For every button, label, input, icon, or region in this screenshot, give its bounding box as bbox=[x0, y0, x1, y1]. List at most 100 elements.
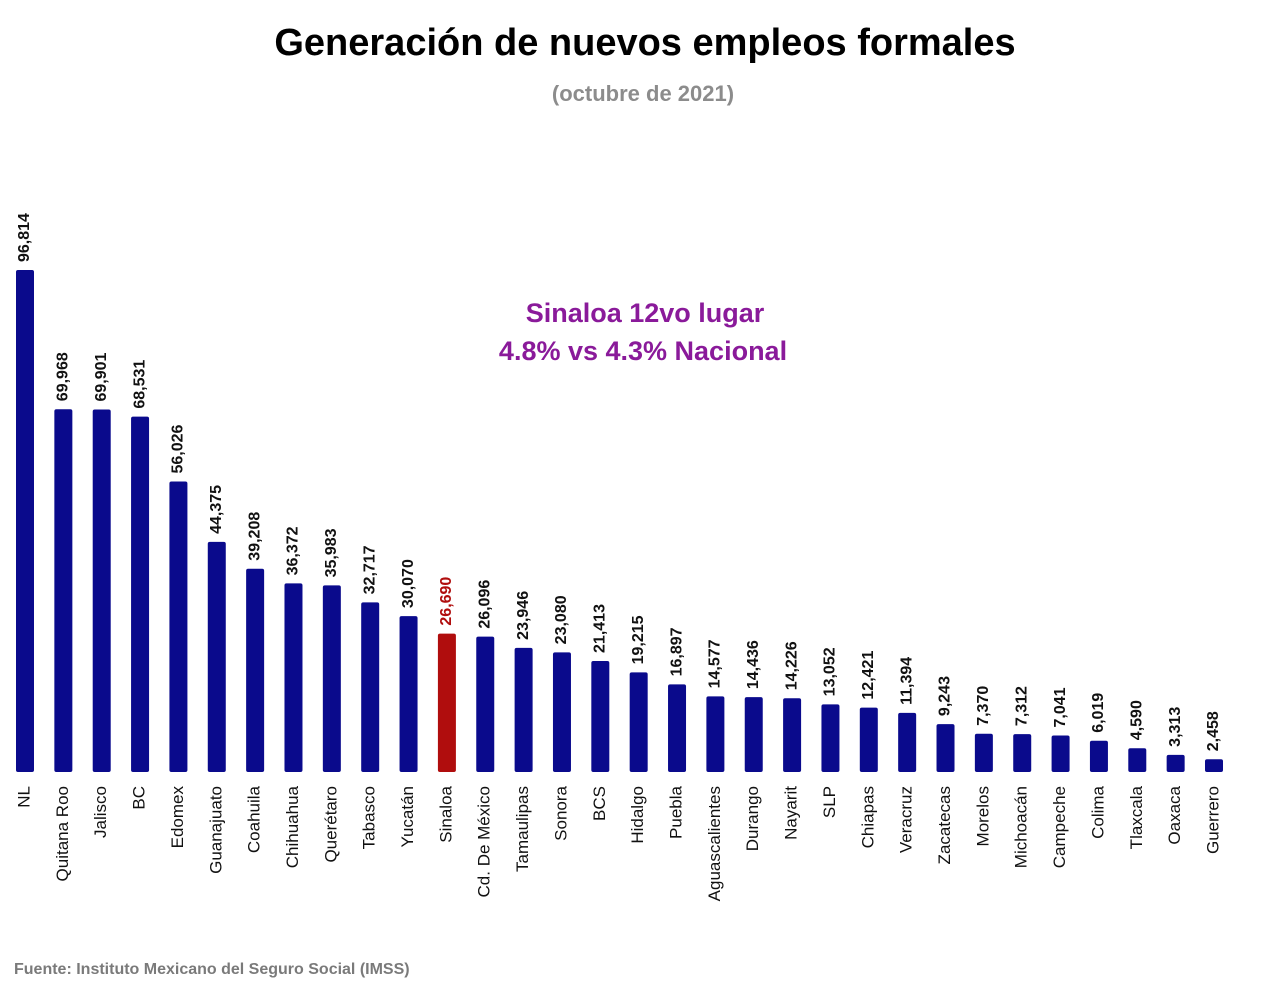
value-label: 26,690 bbox=[438, 577, 455, 626]
x-tick-label: Coahuila bbox=[245, 785, 264, 853]
x-tick-label: Nayarit bbox=[782, 786, 801, 840]
chart-subtitle: (octubre de 2021) bbox=[552, 81, 734, 106]
value-label: 23,946 bbox=[515, 591, 532, 640]
bar bbox=[629, 672, 648, 772]
bar bbox=[476, 636, 495, 772]
value-label: 23,080 bbox=[553, 595, 570, 644]
bar bbox=[514, 647, 533, 772]
x-tick-label: Tlaxcala bbox=[1127, 785, 1146, 849]
x-tick-label: Tabasco bbox=[360, 786, 379, 849]
bar bbox=[821, 704, 840, 772]
bar bbox=[54, 409, 73, 772]
x-tick-label: Aguascalientes bbox=[705, 786, 724, 901]
x-tick-label: Hidalgo bbox=[628, 786, 647, 844]
x-tick-label: Colima bbox=[1088, 785, 1107, 838]
x-tick-label: Guanajuato bbox=[206, 786, 225, 874]
value-label: 2,458 bbox=[1205, 711, 1222, 751]
x-tick-label: Chiapas bbox=[858, 786, 877, 848]
value-label: 56,026 bbox=[170, 424, 187, 473]
bar bbox=[437, 633, 456, 772]
x-tick-label: Tamaulipas bbox=[513, 786, 532, 872]
value-label: 30,070 bbox=[400, 559, 417, 608]
bar bbox=[1051, 735, 1070, 772]
bar bbox=[936, 724, 955, 772]
value-label: 69,901 bbox=[93, 353, 110, 402]
x-tick-label: BCS bbox=[590, 786, 609, 821]
x-tick-label: Sonora bbox=[551, 785, 570, 840]
x-tick-label: Michoacán bbox=[1012, 786, 1031, 868]
value-label: 7,312 bbox=[1013, 686, 1030, 726]
x-tick-label: Veracruz bbox=[897, 786, 916, 853]
x-tick-label: Durango bbox=[743, 786, 762, 851]
value-label: 4,590 bbox=[1129, 700, 1146, 740]
annotation: 4.8% vs 4.3% Nacional bbox=[499, 336, 787, 366]
bar bbox=[399, 616, 418, 772]
value-label: 35,983 bbox=[323, 528, 340, 577]
source-note: Fuente: Instituto Mexicano del Seguro So… bbox=[14, 961, 410, 978]
x-tick-label: Puebla bbox=[667, 785, 686, 838]
x-tick-label: Chihuahua bbox=[283, 785, 302, 868]
bar bbox=[1089, 740, 1108, 772]
value-label: 39,208 bbox=[246, 512, 263, 561]
bar bbox=[783, 698, 802, 772]
x-tick-label: Oaxaca bbox=[1165, 785, 1184, 844]
bar bbox=[744, 697, 763, 772]
value-label: 14,577 bbox=[707, 639, 724, 688]
x-tick-label: Guerrero bbox=[1203, 786, 1222, 854]
value-label: 32,717 bbox=[361, 545, 378, 594]
value-label: 69,968 bbox=[55, 352, 72, 401]
x-tick-label: Zacatecas bbox=[935, 786, 954, 864]
x-tick-label: Quitana Roo bbox=[53, 786, 72, 881]
value-label: 44,375 bbox=[208, 485, 225, 534]
value-label: 19,215 bbox=[630, 615, 647, 664]
bar bbox=[246, 568, 265, 772]
bar bbox=[322, 585, 341, 772]
value-label: 14,226 bbox=[783, 641, 800, 690]
annotation: Sinaloa 12vo lugar bbox=[526, 298, 765, 328]
value-label: 11,394 bbox=[898, 657, 915, 705]
x-tick-label: Morelos bbox=[973, 786, 992, 846]
x-tick-label: NL bbox=[14, 786, 33, 808]
value-label: 7,041 bbox=[1052, 687, 1069, 727]
x-tick-label: SLP bbox=[820, 786, 839, 818]
chart-title: Generación de nuevos empleos formales bbox=[274, 22, 1015, 64]
value-label: 7,370 bbox=[975, 686, 992, 726]
value-label: 12,421 bbox=[860, 651, 877, 700]
x-tick-label: Sinaloa bbox=[436, 785, 455, 842]
value-label: 13,052 bbox=[822, 647, 839, 696]
bar bbox=[284, 583, 303, 772]
bar bbox=[974, 733, 993, 772]
bar bbox=[859, 707, 878, 772]
x-tick-label: Cd. De México bbox=[475, 786, 494, 897]
bar bbox=[668, 684, 687, 772]
value-label: 68,531 bbox=[131, 360, 148, 409]
value-label: 16,897 bbox=[668, 627, 685, 676]
bar bbox=[361, 602, 380, 772]
x-tick-label: Campeche bbox=[1050, 786, 1069, 868]
value-label: 26,096 bbox=[476, 580, 493, 629]
bar bbox=[552, 652, 571, 772]
x-tick-label: Querétaro bbox=[321, 786, 340, 863]
bar bbox=[1013, 734, 1032, 772]
bar bbox=[898, 712, 917, 772]
bar bbox=[92, 409, 111, 772]
bar bbox=[591, 660, 610, 772]
value-label: 96,814 bbox=[16, 213, 33, 262]
value-label: 36,372 bbox=[285, 526, 302, 575]
x-tick-label: BC bbox=[130, 786, 149, 810]
x-tick-label: Jalisco bbox=[91, 786, 110, 838]
value-label: 3,313 bbox=[1167, 707, 1184, 747]
bar bbox=[207, 541, 226, 772]
bar bbox=[1205, 759, 1223, 772]
value-label: 9,243 bbox=[937, 676, 954, 716]
x-tick-label: Yucatán bbox=[398, 786, 417, 847]
value-label: 6,019 bbox=[1090, 693, 1107, 733]
bar bbox=[131, 416, 150, 772]
bar bbox=[706, 696, 725, 772]
x-tick-label: Edomex bbox=[168, 786, 187, 849]
bar bbox=[1128, 748, 1147, 772]
bar bbox=[1166, 754, 1185, 772]
value-label: 21,413 bbox=[592, 604, 609, 653]
bar bbox=[169, 481, 188, 772]
